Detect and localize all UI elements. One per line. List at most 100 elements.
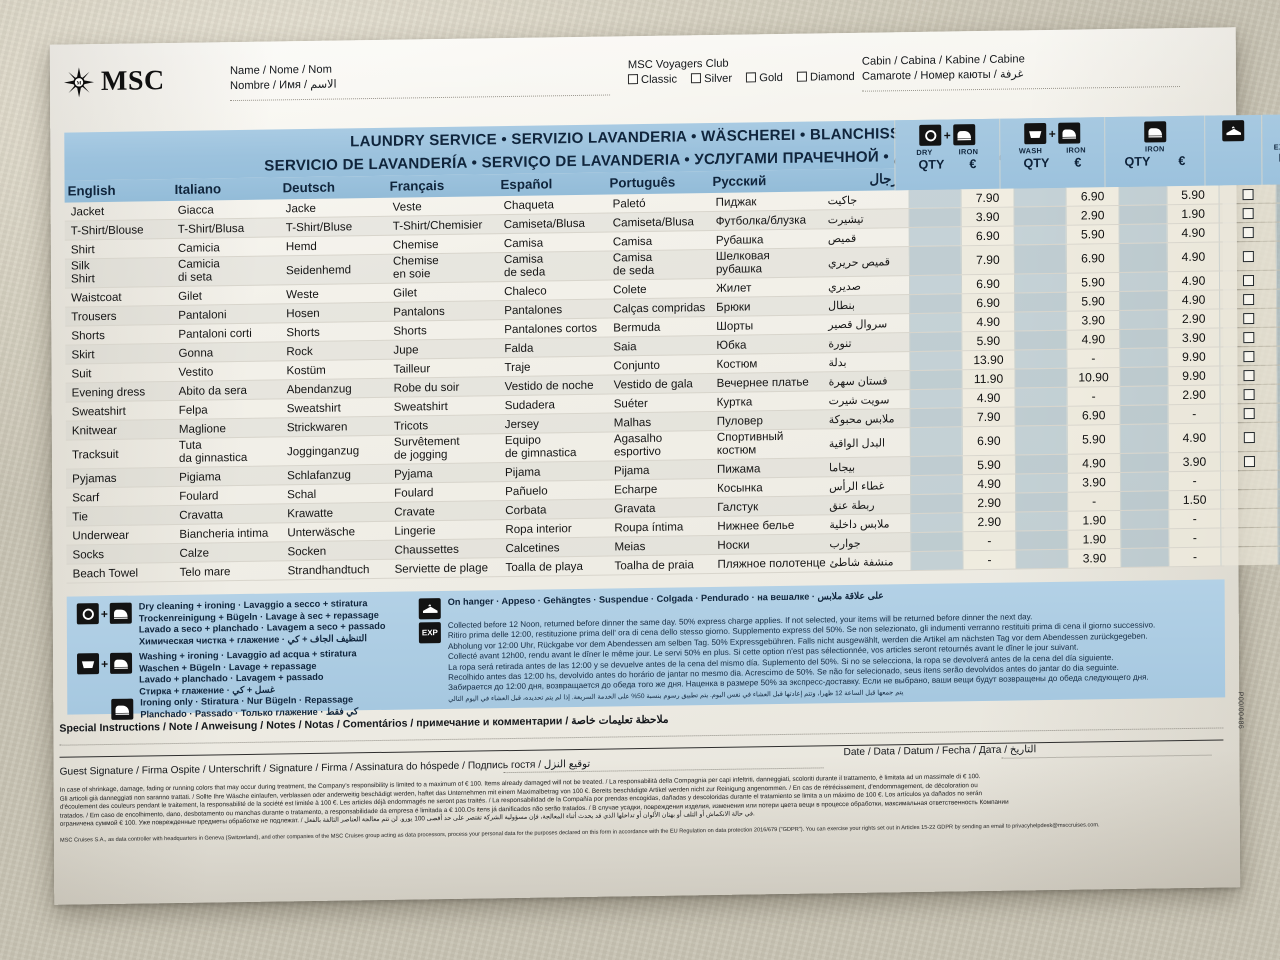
cell-qty-input[interactable] (1013, 187, 1066, 207)
cell-qty-input[interactable] (909, 456, 963, 476)
cell-qty-input[interactable] (1119, 424, 1168, 453)
cell-qty-input[interactable] (1014, 330, 1067, 350)
cell-qty-input[interactable] (1014, 425, 1067, 455)
checkbox-icon[interactable] (1242, 274, 1254, 286)
cell-qty-input[interactable] (910, 551, 963, 571)
cell-express-checkbox[interactable] (1276, 307, 1280, 327)
cell-hanger-checkbox[interactable] (1219, 403, 1277, 423)
cell-hanger-checkbox[interactable] (1219, 327, 1277, 347)
cell-express-checkbox[interactable] (1276, 345, 1280, 365)
checkbox-icon[interactable] (1242, 312, 1254, 324)
checkbox-icon[interactable] (796, 71, 807, 82)
checkbox-icon[interactable] (1242, 369, 1255, 381)
cell-qty-input[interactable] (1119, 453, 1169, 472)
cell-qty-input[interactable] (1118, 272, 1168, 291)
cell-express-checkbox[interactable] (1276, 383, 1280, 403)
cell-express-checkbox[interactable] (1275, 240, 1280, 270)
cell-hanger-checkbox[interactable] (1218, 222, 1276, 242)
checkbox-icon[interactable] (1242, 226, 1254, 238)
checkbox-icon[interactable] (1243, 388, 1255, 400)
cell-express-checkbox[interactable] (1275, 202, 1280, 222)
cell-qty-input[interactable] (909, 351, 962, 371)
cell-qty-input[interactable] (1014, 349, 1067, 369)
cell-qty-input[interactable] (1118, 205, 1167, 224)
cell-qty-input[interactable] (1013, 206, 1066, 226)
cell-hanger-checkbox[interactable] (1219, 346, 1277, 366)
cell-qty-input[interactable] (1014, 311, 1067, 331)
cabin-field-input[interactable] (862, 86, 1180, 92)
checkbox-icon[interactable] (627, 73, 638, 84)
cell-express-checkbox[interactable] (1276, 402, 1280, 422)
checkbox-icon[interactable] (1242, 207, 1254, 219)
cell-hanger-checkbox[interactable] (1219, 308, 1277, 328)
cell-express-checkbox[interactable] (1275, 183, 1280, 203)
cell-express-checkbox[interactable] (1276, 364, 1280, 384)
cell-qty-input[interactable] (1014, 406, 1067, 426)
cell-hanger-checkbox[interactable] (1219, 422, 1277, 452)
cell-hanger-checkbox[interactable] (1219, 365, 1277, 385)
cell-qty-input[interactable] (1119, 367, 1168, 386)
cell-qty-input[interactable] (1119, 310, 1168, 329)
cell-qty-input[interactable] (1119, 291, 1168, 310)
cell-qty-input[interactable] (1119, 386, 1168, 405)
cell-qty-input[interactable] (1014, 387, 1067, 407)
cell-qty-input[interactable] (1015, 530, 1068, 550)
cell-qty-input[interactable] (1119, 405, 1168, 424)
name-field-input[interactable] (230, 94, 611, 102)
cell-hanger-checkbox[interactable] (1218, 241, 1276, 271)
cell-qty-input[interactable] (1014, 454, 1068, 474)
cell-qty-input[interactable] (1120, 529, 1169, 548)
cell-qty-input[interactable] (1013, 225, 1066, 245)
voyagers-option-diamond[interactable]: Diamond (796, 70, 855, 83)
checkbox-icon[interactable] (1242, 293, 1254, 305)
cell-qty-input[interactable] (1015, 511, 1068, 531)
cell-qty-input[interactable] (1014, 368, 1067, 388)
cell-hanger-checkbox[interactable] (1219, 384, 1277, 404)
cell-qty-input[interactable] (909, 294, 962, 314)
cell-qty-input[interactable] (908, 246, 961, 276)
cell-hanger-checkbox[interactable] (1218, 270, 1277, 290)
cell-qty-input[interactable] (1013, 244, 1066, 274)
voyagers-option-gold[interactable]: Gold (746, 71, 783, 84)
checkbox-icon[interactable] (691, 72, 702, 83)
cell-hanger-checkbox[interactable] (1219, 289, 1277, 309)
cell-hanger-checkbox[interactable] (1218, 203, 1276, 223)
cell-qty-input[interactable] (1118, 186, 1167, 205)
cell-qty-input[interactable] (1120, 472, 1169, 491)
cell-hanger-checkbox[interactable] (1218, 184, 1276, 204)
cell-qty-input[interactable] (1119, 329, 1168, 348)
cell-qty-input[interactable] (1119, 348, 1168, 367)
cell-qty-input[interactable] (910, 494, 963, 514)
cell-qty-input[interactable] (1015, 549, 1068, 569)
cell-express-checkbox[interactable] (1275, 269, 1280, 289)
voyagers-option-silver[interactable]: Silver (691, 72, 732, 85)
cell-express-checkbox[interactable] (1276, 288, 1280, 308)
cell-qty-input[interactable] (908, 275, 962, 295)
cell-express-checkbox[interactable] (1275, 221, 1280, 241)
cell-qty-input[interactable] (908, 208, 961, 228)
voyagers-option-classic[interactable]: Classic (627, 73, 677, 86)
checkbox-icon[interactable] (1243, 407, 1255, 419)
checkbox-icon[interactable] (1242, 188, 1254, 200)
cell-qty-input[interactable] (909, 389, 962, 409)
cell-qty-input[interactable] (1014, 292, 1067, 312)
cell-qty-input[interactable] (909, 332, 962, 352)
cell-qty-input[interactable] (909, 313, 962, 333)
cell-qty-input[interactable] (1015, 492, 1068, 512)
cell-qty-input[interactable] (1120, 510, 1169, 529)
cell-qty-input[interactable] (910, 532, 963, 552)
checkbox-icon[interactable] (1242, 350, 1254, 362)
cell-qty-input[interactable] (1120, 491, 1169, 510)
checkbox-icon[interactable] (746, 71, 757, 82)
cell-hanger-checkbox[interactable] (1219, 451, 1277, 471)
cell-qty-input[interactable] (1015, 473, 1068, 493)
checkbox-icon[interactable] (1243, 455, 1255, 467)
cell-qty-input[interactable] (909, 408, 962, 428)
cell-qty-input[interactable] (1013, 273, 1067, 293)
cell-qty-input[interactable] (910, 475, 963, 495)
cell-qty-input[interactable] (910, 513, 963, 533)
cell-qty-input[interactable] (1118, 224, 1167, 243)
cell-qty-input[interactable] (909, 370, 962, 390)
cell-qty-input[interactable] (1118, 243, 1167, 272)
cell-qty-input[interactable] (909, 427, 962, 457)
